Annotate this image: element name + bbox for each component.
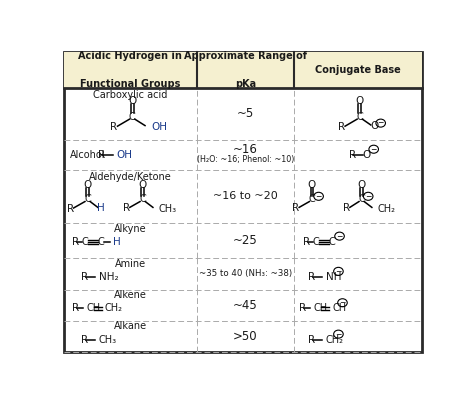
Text: C: C (329, 237, 336, 247)
Text: Alkene: Alkene (114, 290, 147, 300)
Text: O: O (83, 180, 91, 190)
Text: ~35 to 40 (NH₃: ~38): ~35 to 40 (NH₃: ~38) (199, 269, 292, 278)
Text: R: R (82, 272, 89, 282)
Text: R: R (98, 150, 105, 160)
Text: C: C (129, 112, 136, 122)
Text: NH₂: NH₂ (99, 272, 118, 282)
Text: R: R (67, 204, 74, 214)
Text: O: O (370, 121, 379, 131)
Text: O: O (128, 96, 137, 106)
Text: R: R (82, 335, 89, 345)
Text: Acidic Hydrogen in

Functional Groups: Acidic Hydrogen in Functional Groups (78, 51, 182, 89)
Text: ~16: ~16 (233, 143, 258, 156)
Text: R: R (72, 237, 79, 247)
Text: ~16 to ~20: ~16 to ~20 (213, 191, 278, 201)
Text: −: − (335, 267, 342, 276)
Text: −: − (365, 192, 371, 201)
Text: CH: CH (86, 303, 100, 313)
Text: OH: OH (116, 150, 132, 160)
Text: R: R (292, 203, 300, 213)
Text: CH₂: CH₂ (326, 335, 344, 345)
Text: R: R (299, 303, 306, 313)
Text: CH: CH (314, 303, 328, 313)
Text: Alkane: Alkane (114, 322, 147, 332)
Text: C: C (313, 237, 319, 247)
Text: Amine: Amine (115, 259, 146, 269)
Text: ~5: ~5 (237, 107, 254, 120)
Text: R: R (349, 150, 356, 160)
Text: (H₂O: ~16; Phenol: ~10): (H₂O: ~16; Phenol: ~10) (197, 154, 294, 164)
Text: CH₃: CH₃ (99, 335, 117, 345)
Bar (64, 52, 422, 88)
Text: O: O (356, 96, 364, 106)
Text: C: C (139, 194, 146, 204)
Text: ~25: ~25 (233, 234, 258, 247)
Text: CH₂: CH₂ (105, 303, 123, 313)
Text: Aldehyde/Ketone: Aldehyde/Ketone (89, 172, 172, 182)
Text: H: H (97, 203, 105, 213)
Text: CH: CH (332, 303, 346, 313)
Text: CH₃: CH₃ (158, 204, 176, 214)
Text: Conjugate Base: Conjugate Base (315, 65, 401, 75)
Text: OH: OH (151, 122, 167, 132)
Text: R: R (308, 272, 315, 282)
Text: R: R (308, 335, 315, 345)
Text: −: − (371, 145, 377, 154)
Text: R: R (338, 122, 345, 132)
Text: R: R (343, 203, 350, 213)
Text: −: − (339, 298, 346, 307)
Text: O: O (362, 150, 371, 160)
Text: ~45: ~45 (233, 299, 258, 312)
Text: C: C (356, 112, 363, 122)
Text: −: − (315, 192, 322, 201)
Text: O: O (138, 180, 147, 190)
Text: H: H (113, 237, 121, 247)
Text: Carboxylic acid: Carboxylic acid (93, 90, 167, 100)
Text: O: O (357, 180, 366, 190)
Text: >50: >50 (233, 330, 258, 343)
Text: R: R (72, 303, 79, 313)
Text: C: C (98, 237, 104, 247)
Text: C: C (82, 237, 88, 247)
Text: R: R (303, 237, 310, 247)
Text: Approximate Range of

pKa: Approximate Range of pKa (184, 51, 307, 89)
Text: Alcohol: Alcohol (70, 150, 106, 160)
Text: R: R (110, 122, 118, 132)
Text: −: − (337, 232, 343, 241)
Text: C: C (309, 194, 315, 204)
Text: −: − (335, 330, 342, 339)
Text: O: O (308, 180, 316, 190)
Text: C: C (358, 194, 365, 204)
Text: Alkyne: Alkyne (114, 224, 146, 234)
Text: NH: NH (326, 272, 341, 282)
Text: −: − (377, 119, 384, 128)
Text: C: C (84, 194, 91, 204)
Text: CH₂: CH₂ (377, 204, 395, 214)
Text: R: R (123, 203, 130, 213)
